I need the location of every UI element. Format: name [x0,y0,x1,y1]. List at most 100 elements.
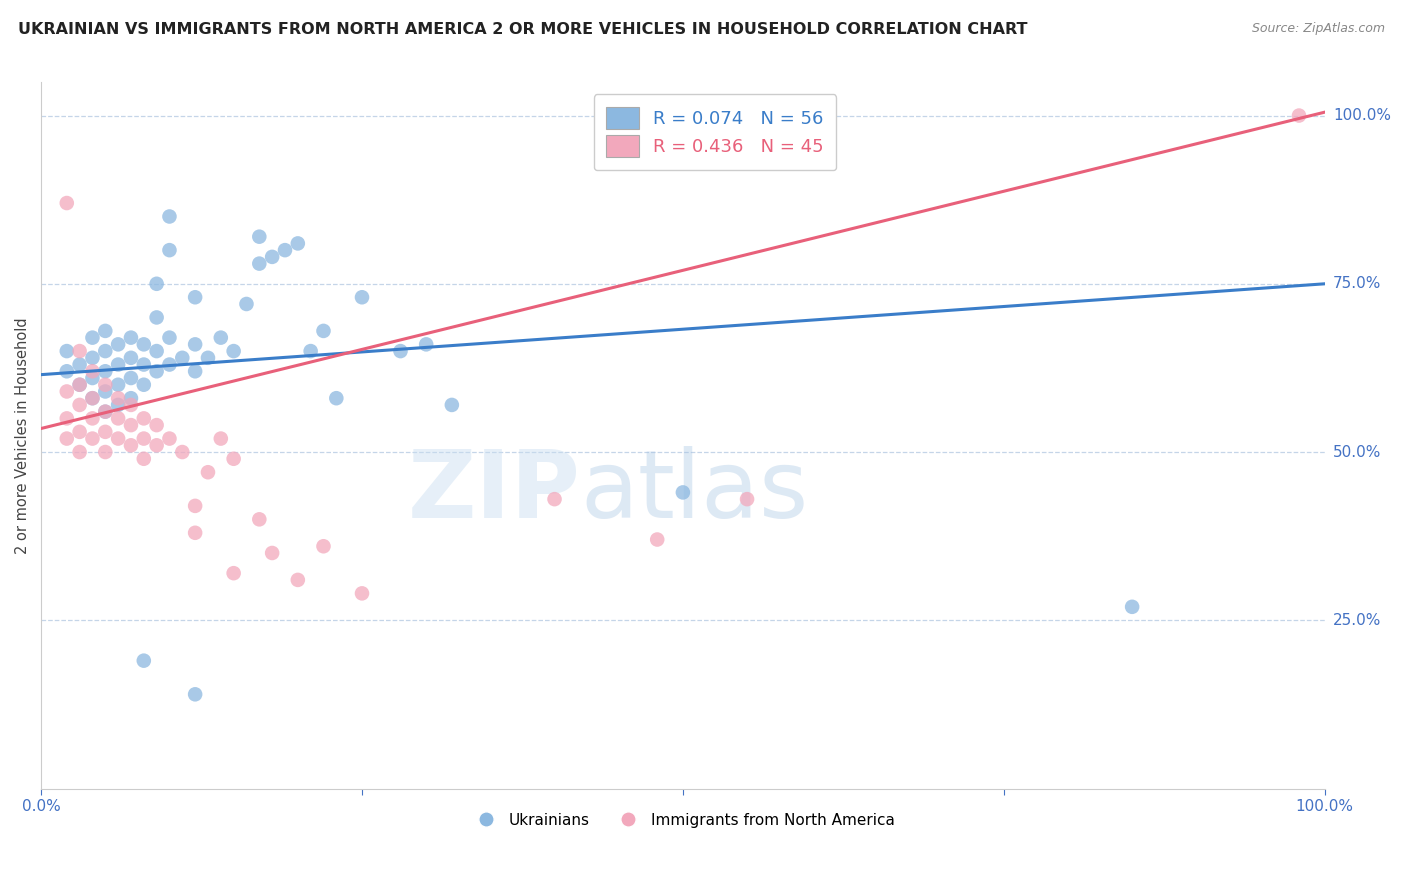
Text: UKRAINIAN VS IMMIGRANTS FROM NORTH AMERICA 2 OR MORE VEHICLES IN HOUSEHOLD CORRE: UKRAINIAN VS IMMIGRANTS FROM NORTH AMERI… [18,22,1028,37]
Point [94,324,117,338]
Point [132,337,155,351]
Point [184,499,207,513]
Point [247,229,270,244]
Text: 25.0%: 25.0% [1333,613,1381,628]
Point [209,432,232,446]
Point [543,492,565,507]
Point [94,377,117,392]
Point [222,566,245,581]
Point [184,525,207,540]
Point [350,290,373,304]
Point [132,377,155,392]
Point [82,391,104,405]
Text: 50.0%: 50.0% [1333,444,1381,459]
Point [82,391,104,405]
Point [82,432,104,446]
Point [94,405,117,419]
Point [120,418,142,433]
Point [69,425,91,439]
Point [82,411,104,425]
Point [247,512,270,526]
Point [120,438,142,452]
Point [69,377,91,392]
Point [145,277,167,291]
Point [69,398,91,412]
Point [159,331,181,345]
Point [197,465,219,479]
Point [132,411,155,425]
Point [1121,599,1143,614]
Point [94,344,117,359]
Point [120,391,142,405]
Point [107,398,129,412]
Point [222,344,245,359]
Point [299,344,322,359]
Point [82,364,104,378]
Point [132,654,155,668]
Point [94,364,117,378]
Point [159,210,181,224]
Point [247,257,270,271]
Point [107,337,129,351]
Text: atlas: atlas [581,446,808,538]
Point [55,364,77,378]
Point [69,377,91,392]
Point [350,586,373,600]
Point [197,351,219,365]
Point [222,451,245,466]
Text: ZIP: ZIP [408,446,581,538]
Point [145,418,167,433]
Point [55,384,77,399]
Point [132,451,155,466]
Point [389,344,412,359]
Point [312,539,335,553]
Point [69,445,91,459]
Point [145,364,167,378]
Point [69,358,91,372]
Point [120,331,142,345]
Point [145,310,167,325]
Point [82,331,104,345]
Point [94,384,117,399]
Point [312,324,335,338]
Point [735,492,758,507]
Point [262,546,284,560]
Point [55,344,77,359]
Text: 100.0%: 100.0% [1333,108,1391,123]
Point [94,405,117,419]
Point [55,432,77,446]
Point [120,371,142,385]
Point [440,398,463,412]
Point [94,445,117,459]
Point [672,485,695,500]
Point [69,344,91,359]
Text: Source: ZipAtlas.com: Source: ZipAtlas.com [1251,22,1385,36]
Point [325,391,347,405]
Point [82,351,104,365]
Point [287,573,309,587]
Point [55,411,77,425]
Point [145,438,167,452]
Point [159,432,181,446]
Point [645,533,668,547]
Point [107,377,129,392]
Point [172,445,194,459]
Point [1288,109,1310,123]
Point [184,290,207,304]
Point [82,371,104,385]
Point [145,344,167,359]
Point [287,236,309,251]
Point [107,358,129,372]
Point [184,364,207,378]
Point [209,331,232,345]
Point [415,337,437,351]
Point [120,398,142,412]
Y-axis label: 2 or more Vehicles in Household: 2 or more Vehicles in Household [15,317,30,554]
Point [55,196,77,211]
Point [184,337,207,351]
Point [107,411,129,425]
Point [132,432,155,446]
Point [94,425,117,439]
Point [172,351,194,365]
Point [132,358,155,372]
